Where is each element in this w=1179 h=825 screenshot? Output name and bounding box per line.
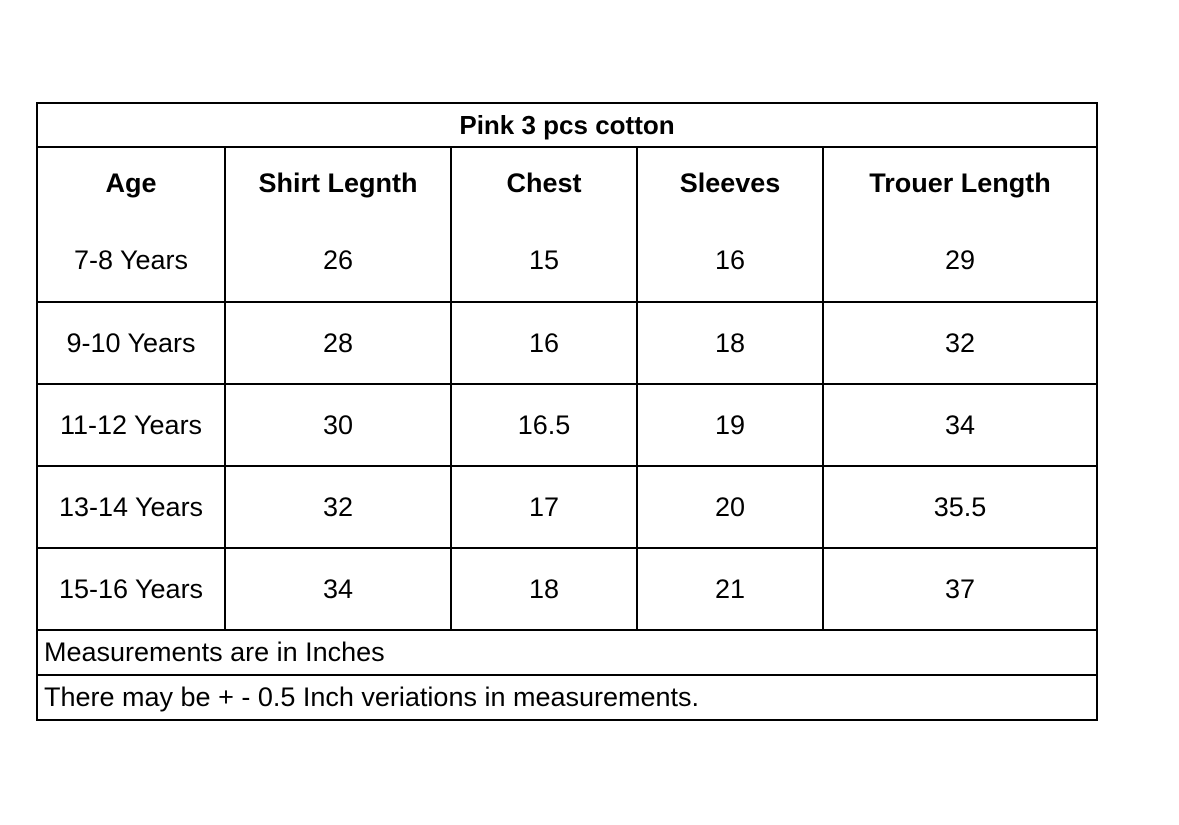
table-row: 9-10 Years 28 16 18 32 bbox=[38, 301, 1096, 383]
table-cell: 34 bbox=[822, 385, 1096, 465]
table-cell: 28 bbox=[224, 303, 450, 383]
table-cell: 16 bbox=[636, 219, 822, 301]
table-cell: 9-10 Years bbox=[66, 327, 196, 358]
table-cell: 30 bbox=[224, 385, 450, 465]
header-sleeves: Sleeves bbox=[636, 148, 822, 219]
table-cell: 18 bbox=[636, 303, 822, 383]
table-title: Pink 3 pcs cotton bbox=[459, 109, 675, 140]
table-cell: 15 bbox=[450, 219, 636, 301]
table-cell: 15-16 Years bbox=[58, 573, 204, 604]
note-units: Measurements are in Inches bbox=[38, 629, 1096, 674]
table-cell: 16.5 bbox=[450, 385, 636, 465]
table-row: 11-12 Years 30 16.5 19 34 bbox=[38, 383, 1096, 465]
table-cell: 26 bbox=[224, 219, 450, 301]
header-chest: Chest bbox=[450, 148, 636, 219]
table-cell: 34 bbox=[224, 549, 450, 629]
table-cell: 11-12 Years bbox=[59, 409, 203, 440]
header-row: Age Shirt Legnth Chest Sleeves Trouer Le… bbox=[38, 146, 1096, 219]
table-cell: 16 bbox=[450, 303, 636, 383]
table-cell: 20 bbox=[636, 467, 822, 547]
table-cell: 18 bbox=[450, 549, 636, 629]
table-cell: 35.5 bbox=[822, 467, 1096, 547]
size-chart-table: Pink 3 pcs cotton Age Shirt Legnth Chest… bbox=[36, 102, 1098, 721]
table-cell: 13-14 Years bbox=[58, 491, 204, 522]
header-trouser-length: Trouer Length bbox=[822, 148, 1096, 219]
table-row: 13-14 Years 32 17 20 35.5 bbox=[38, 465, 1096, 547]
header-age: Age bbox=[105, 168, 157, 198]
table-cell: 37 bbox=[822, 549, 1096, 629]
table-cell: 29 bbox=[822, 219, 1096, 301]
table-cell: 7-8 Years bbox=[73, 244, 189, 275]
note-variation: There may be + - 0.5 Inch veriations in … bbox=[38, 674, 1096, 719]
table-cell: 19 bbox=[636, 385, 822, 465]
table-cell: 32 bbox=[224, 467, 450, 547]
table-row: 15-16 Years 34 18 21 37 bbox=[38, 547, 1096, 629]
table-row: 7-8 Years 26 15 16 29 bbox=[38, 219, 1096, 301]
header-shirt-length: Shirt Legnth bbox=[224, 148, 450, 219]
table-cell: 32 bbox=[822, 303, 1096, 383]
table-cell: 21 bbox=[636, 549, 822, 629]
table-cell: 17 bbox=[450, 467, 636, 547]
